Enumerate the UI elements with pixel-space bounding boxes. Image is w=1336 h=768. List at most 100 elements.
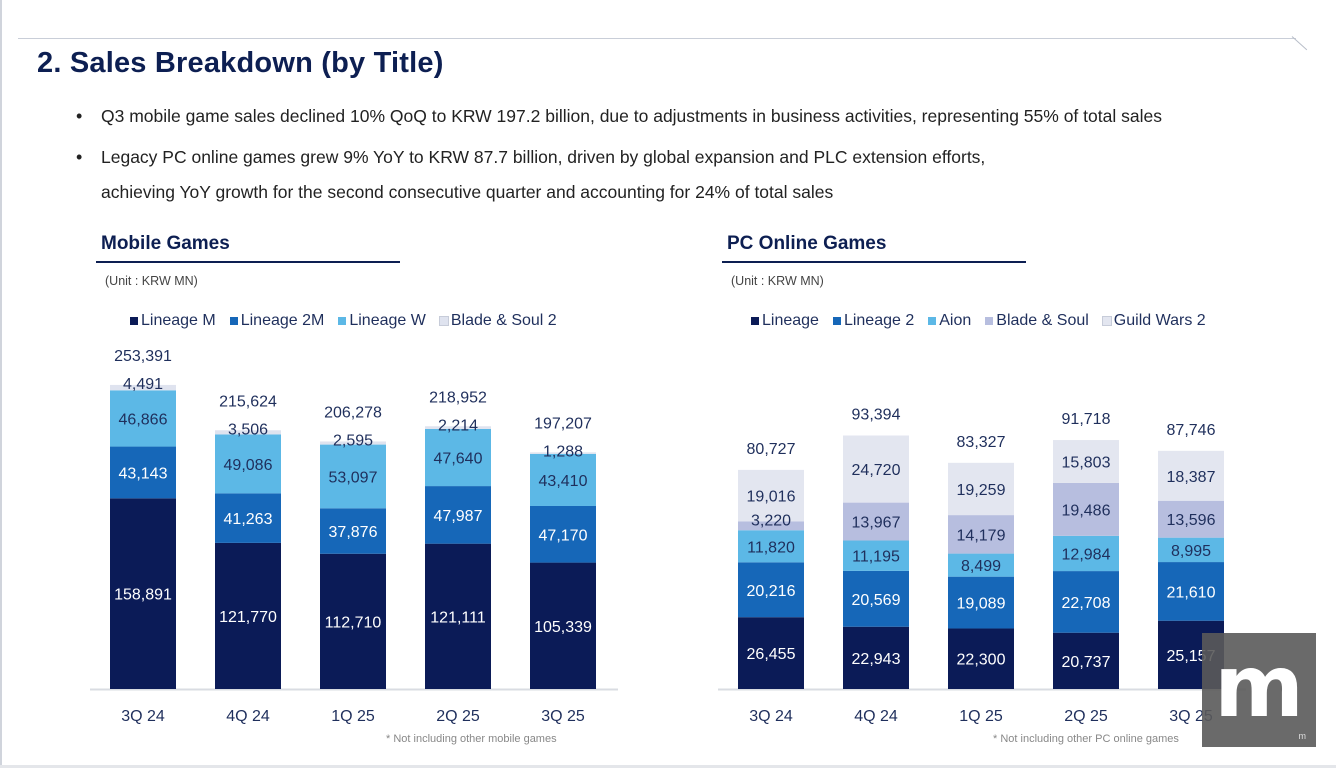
segment-value-label: 8,499	[961, 558, 1001, 575]
mobile-chart-unit: (Unit : KRW MN)	[105, 274, 198, 288]
watermark-logo: m m	[1202, 633, 1316, 747]
segment-value-label: 18,387	[1167, 469, 1216, 486]
segment-value-label: 121,770	[219, 609, 277, 626]
bar-segment	[1053, 440, 1119, 483]
legend-label: Guild Wars 2	[1113, 312, 1206, 329]
legend-swatch	[438, 316, 449, 326]
top-rule	[18, 38, 1296, 39]
segment-value-label: 121,111	[430, 609, 486, 626]
bar-segment	[110, 390, 176, 447]
bullet-marker: •	[76, 106, 83, 126]
watermark-small-mark: m	[1298, 731, 1307, 741]
bar-segment	[110, 446, 176, 499]
bullet-mobile-sales: Q3 mobile game sales declined 10% QoQ to…	[101, 106, 1162, 126]
segment-value-label: 49,086	[224, 457, 273, 474]
segment-value-label: 19,016	[747, 489, 796, 506]
segment-value-label: 2,214	[438, 417, 478, 434]
bar-segment	[1158, 562, 1224, 621]
bar-total-label: 253,391	[114, 348, 172, 365]
pc-online-games-chart: 26,455 20,216 11,820 3,220 19,016 80,727 3Q 24…	[718, 407, 1246, 725]
pc-chart-footnote: * Not including other PC online games	[993, 733, 1179, 745]
segment-value-label: 13,596	[1167, 512, 1216, 529]
legend-label: Lineage 2M	[240, 312, 325, 329]
legend-item: Lineage W	[338, 312, 426, 330]
legend-item: Lineage 2M	[229, 312, 325, 330]
x-tick-label: 4Q 24	[226, 708, 270, 725]
bar-segment	[320, 444, 386, 509]
bar-segment	[320, 508, 386, 554]
segment-value-label: 8,995	[1171, 543, 1211, 560]
x-tick-label: 2Q 25	[436, 708, 480, 725]
legend-swatch	[338, 317, 347, 325]
watermark-letter: m	[1214, 637, 1304, 737]
pc-chart-unit: (Unit : KRW MN)	[731, 274, 824, 288]
bar-segment	[738, 530, 804, 563]
segment-value-label: 22,300	[957, 652, 1006, 669]
legend-label: Blade & Soul 2	[450, 312, 557, 329]
segment-value-label: 105,339	[534, 619, 592, 636]
x-tick-label: 3Q 25	[541, 708, 585, 725]
bar-segment	[1053, 632, 1119, 689]
bar-segment	[215, 493, 281, 543]
mobile-chart-title: Mobile Games	[101, 233, 230, 254]
x-tick-label: 3Q 25	[1169, 708, 1213, 725]
legend-label: Lineage M	[141, 312, 216, 329]
bottom-rule	[0, 765, 1336, 768]
legend-label: Lineage	[762, 312, 819, 329]
bar-segment	[1053, 571, 1119, 633]
legend-item: Lineage M	[130, 312, 216, 330]
pc-chart-legend: Lineage Lineage 2 Aion Blade & Soul Guild Wa…	[751, 312, 1206, 330]
segment-value-label: 26,455	[747, 646, 796, 663]
legend-item: Guild Wars 2	[1101, 312, 1206, 330]
bar-segment	[948, 462, 1014, 516]
bar-segment	[110, 384, 176, 391]
corner-fold-line	[1291, 36, 1308, 51]
legend-label: Blade & Soul	[996, 312, 1089, 329]
bar-segment	[320, 441, 386, 445]
bar-segment	[215, 542, 281, 689]
segment-value-label: 19,259	[957, 482, 1006, 499]
mobile-chart-footnote: * Not including other mobile games	[386, 733, 557, 745]
legend-item: Lineage 2	[832, 312, 914, 330]
bar-segment	[948, 553, 1014, 577]
segment-value-label: 20,737	[1062, 654, 1111, 671]
legend-item: Aion	[928, 312, 971, 330]
segment-value-label: 20,569	[852, 592, 901, 609]
bullet-pc-sales: Legacy PC online games grew 9% YoY to KR…	[101, 147, 986, 167]
segment-value-label: 12,984	[1062, 546, 1111, 563]
x-tick-label: 4Q 24	[854, 708, 898, 725]
segment-value-label: 46,866	[119, 411, 168, 428]
bar-total-label: 218,952	[429, 389, 487, 406]
page-title: 2. Sales Breakdown (by Title)	[37, 47, 444, 79]
bullet-marker: •	[76, 147, 83, 167]
bar-segment	[948, 576, 1014, 629]
segment-value-label: 22,943	[852, 651, 901, 668]
mobile-chart-legend: Lineage M Lineage 2M Lineage W Blade & Soul…	[130, 312, 557, 330]
legend-swatch	[229, 317, 238, 325]
x-tick-label: 3Q 24	[121, 708, 165, 725]
segment-value-label: 2,595	[333, 432, 373, 449]
segment-value-label: 19,089	[957, 596, 1006, 613]
segment-value-label: 43,143	[119, 465, 168, 482]
bar-segment	[843, 502, 909, 541]
bar-total-label: 215,624	[219, 393, 277, 410]
bar-segment	[1158, 537, 1224, 563]
segment-value-label: 3,220	[751, 512, 791, 529]
bar-segment	[425, 428, 491, 487]
segment-value-label: 158,891	[114, 587, 172, 604]
segment-value-label: 1,288	[543, 443, 583, 460]
bar-segment	[425, 426, 491, 429]
bar-segment	[215, 430, 281, 435]
bar-segment	[215, 434, 281, 494]
bar-total-label: 91,718	[1062, 411, 1111, 428]
bar-total-label: 93,394	[852, 407, 901, 424]
segment-value-label: 37,876	[329, 524, 378, 541]
segment-value-label: 22,708	[1062, 595, 1111, 612]
bar-segment	[738, 469, 804, 522]
bar-segment	[110, 498, 176, 689]
pc-chart-title: PC Online Games	[727, 233, 887, 254]
legend-item: Blade & Soul	[985, 312, 1089, 330]
bar-segment	[1158, 450, 1224, 501]
bar-total-label: 80,727	[747, 441, 796, 458]
legend-swatch	[832, 317, 841, 325]
